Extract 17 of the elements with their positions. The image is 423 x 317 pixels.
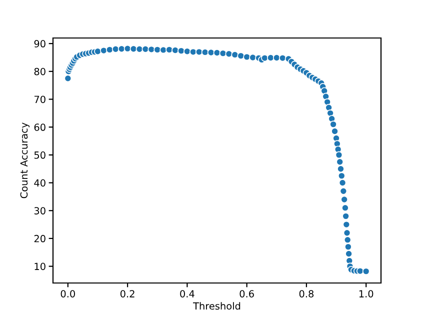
y-tick-label: 90 [34, 40, 46, 48]
y-axis-title: Count Accuracy [20, 122, 30, 198]
y-tick-label: 30 [34, 207, 46, 214]
x-tick-label: 0.4 [180, 290, 194, 298]
y-tick-label: 70 [34, 96, 46, 104]
y-tick-label: 50 [34, 151, 46, 159]
x-tick-label: 0.6 [240, 290, 254, 298]
x-axis-title: Threshold [193, 302, 240, 310]
x-tick-label: 1.0 [359, 290, 374, 298]
y-tick-label: 10 [34, 262, 46, 270]
x-tick-label: 0.2 [120, 290, 134, 298]
y-tick-label: 60 [34, 124, 46, 131]
x-tick-label: 0.0 [60, 290, 75, 298]
x-tick-label: 0.8 [299, 290, 314, 298]
y-tick-label: 40 [34, 179, 46, 187]
y-tick-label: 20 [34, 234, 46, 242]
y-tick-label: 80 [34, 68, 46, 76]
